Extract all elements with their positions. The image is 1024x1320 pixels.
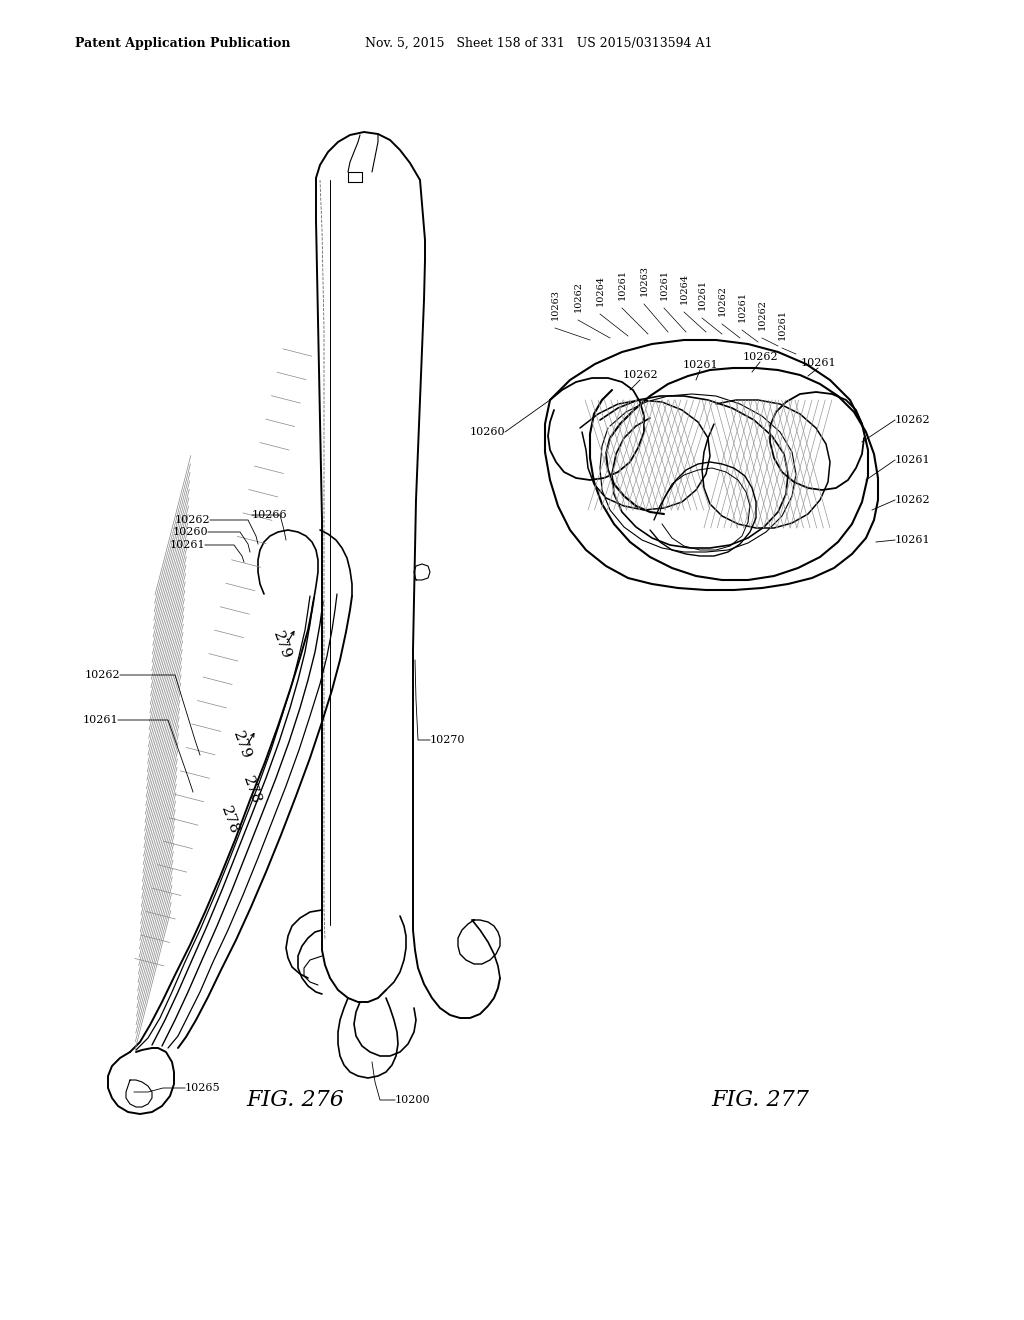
Text: 10260: 10260 xyxy=(469,426,505,437)
Text: 10262: 10262 xyxy=(758,300,767,330)
Text: 10262: 10262 xyxy=(742,352,778,362)
Text: 10262: 10262 xyxy=(895,414,931,425)
Text: 10261: 10261 xyxy=(682,360,718,370)
Text: 10261: 10261 xyxy=(895,455,931,465)
Text: FIG. 276: FIG. 276 xyxy=(246,1089,344,1111)
Text: 10262: 10262 xyxy=(718,285,726,315)
Text: 10262: 10262 xyxy=(84,671,120,680)
Text: 278: 278 xyxy=(240,774,263,807)
Text: 10262: 10262 xyxy=(895,495,931,506)
Text: 10200: 10200 xyxy=(395,1096,431,1105)
Text: 10263: 10263 xyxy=(551,289,559,319)
Text: 10261: 10261 xyxy=(697,279,707,310)
Text: 10265: 10265 xyxy=(185,1082,220,1093)
Text: 10261: 10261 xyxy=(737,290,746,322)
Text: 10261: 10261 xyxy=(777,309,786,341)
Text: Nov. 5, 2015   Sheet 158 of 331   US 2015/0313594 A1: Nov. 5, 2015 Sheet 158 of 331 US 2015/03… xyxy=(365,37,713,50)
Text: 278: 278 xyxy=(218,804,241,836)
Text: 10262: 10262 xyxy=(623,370,657,380)
Text: 10262: 10262 xyxy=(174,515,210,525)
Text: 279: 279 xyxy=(270,628,293,661)
Text: 279: 279 xyxy=(230,729,253,762)
Text: Patent Application Publication: Patent Application Publication xyxy=(75,37,291,50)
Text: 10263: 10263 xyxy=(640,265,648,296)
Text: 10262: 10262 xyxy=(573,281,583,312)
Text: 10261: 10261 xyxy=(800,358,836,368)
Text: 10260: 10260 xyxy=(172,527,208,537)
Text: 10266: 10266 xyxy=(252,510,288,520)
Text: 10261: 10261 xyxy=(659,269,669,300)
Text: 10261: 10261 xyxy=(82,715,118,725)
Text: 10261: 10261 xyxy=(169,540,205,550)
Text: 10261: 10261 xyxy=(895,535,931,545)
Text: 10264: 10264 xyxy=(680,273,688,304)
Text: 10264: 10264 xyxy=(596,275,604,306)
Text: 10270: 10270 xyxy=(430,735,466,744)
Text: FIG. 277: FIG. 277 xyxy=(711,1089,809,1111)
Text: 10261: 10261 xyxy=(617,269,627,300)
